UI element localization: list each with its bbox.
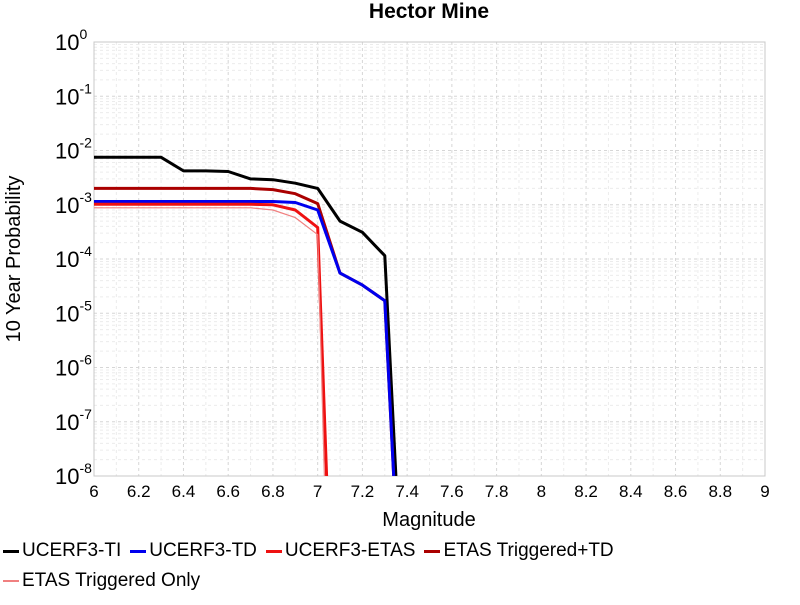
plot-frame [93,41,766,477]
x-tick-label: 7 [313,482,322,501]
x-tick-label: 7.6 [440,482,464,501]
legend-item: ETAS Triggered Only [0,570,200,592]
y-tick-exponent: -7 [79,406,92,422]
chart-title: Hector Mine [369,0,489,23]
legend-swatch [3,580,19,582]
y-tick-label: 10-4 [55,243,92,272]
y-tick-base: 10 [55,301,79,326]
y-tick-exponent: -8 [79,460,92,476]
legend-item: UCERF3-TI [0,540,121,562]
y-tick-label: 10-2 [55,135,92,164]
legend-swatch [424,549,441,553]
x-tick-label: 6.2 [127,482,151,501]
y-tick-label: 10-7 [55,406,92,435]
x-tick-label: 6.6 [216,482,240,501]
legend-label: ETAS Triggered+TD [443,540,614,561]
x-tick-label: 6 [89,482,98,501]
legend-label: ETAS Triggered Only [22,570,201,591]
legend-swatch [265,549,282,553]
y-tick-exponent: 0 [79,26,87,42]
legend-item: UCERF3-ETAS [263,540,416,562]
y-tick-base: 10 [55,410,79,435]
x-tick-label: 6.4 [172,482,196,501]
x-tick-labels: 6 6.2 6.4 6.6 6.8 7 7.2 7.4 7.6 7.8 8 8.2 8.4 8.6 8.8 9 [89,482,769,501]
y-tick-exponent: -4 [79,243,92,259]
y-tick-base: 10 [55,30,79,55]
y-tick-exponent: -6 [79,352,92,368]
x-tick-label: 8.2 [574,482,598,501]
series-line-etas-triggered-only [94,207,325,476]
grid [93,42,766,477]
x-tick-label: 8 [537,482,546,501]
x-tick-label: 8.6 [664,482,688,501]
y-tick-label: 10-8 [55,460,92,489]
x-tick-label: 8.4 [619,482,643,501]
x-tick-label: 6.8 [261,482,285,501]
series-line-ucerf3-td [94,200,396,476]
x-tick-label: 7.2 [351,482,375,501]
y-tick-exponent: -5 [79,297,92,313]
x-tick-label: 8.8 [708,482,732,501]
x-tick-label: 7.8 [485,482,509,501]
legend-label: UCERF3-TD [149,540,257,561]
y-tick-exponent: -1 [79,80,92,96]
legend-swatch [130,549,147,553]
legend-item: ETAS Triggered+TD [421,540,614,562]
y-tick-base: 10 [55,247,79,272]
y-tick-label: 10-1 [55,80,92,109]
y-tick-label: 10-6 [55,352,92,381]
x-tick-label: 7.4 [395,482,419,501]
x-axis-label: Magnitude [382,509,475,531]
y-tick-label: 10-3 [55,189,92,218]
y-tick-exponent: -2 [79,135,92,151]
series-line-ucerf3-etas [94,202,329,476]
legend-label: UCERF3-TI [22,540,122,561]
y-tick-base: 10 [55,193,79,218]
legend-label: UCERF3-ETAS [284,540,416,561]
legend-row: ETAS Triggered Only [0,566,800,596]
legend-row: UCERF3-TI UCERF3-TD UCERF3-ETAS ETAS Trigge… [0,536,800,566]
y-tick-label: 10-5 [55,297,92,326]
y-tick-base: 10 [55,139,79,164]
legend-swatch [3,549,19,553]
series-layer [94,155,398,476]
y-tick-exponent: -3 [79,189,92,205]
legend-item: UCERF3-TD [127,540,257,562]
y-tick-label: 100 [55,26,87,55]
x-tick-label: 9 [760,482,769,501]
y-tick-base: 10 [55,84,79,109]
legend: UCERF3-TI UCERF3-TD UCERF3-ETAS ETAS Trigge… [0,536,800,596]
y-tick-base: 10 [55,464,79,489]
series-line-ucerf3-ti [94,155,398,476]
y-axis-label: 10 Year Probability [3,176,25,343]
y-tick-base: 10 [55,356,79,381]
